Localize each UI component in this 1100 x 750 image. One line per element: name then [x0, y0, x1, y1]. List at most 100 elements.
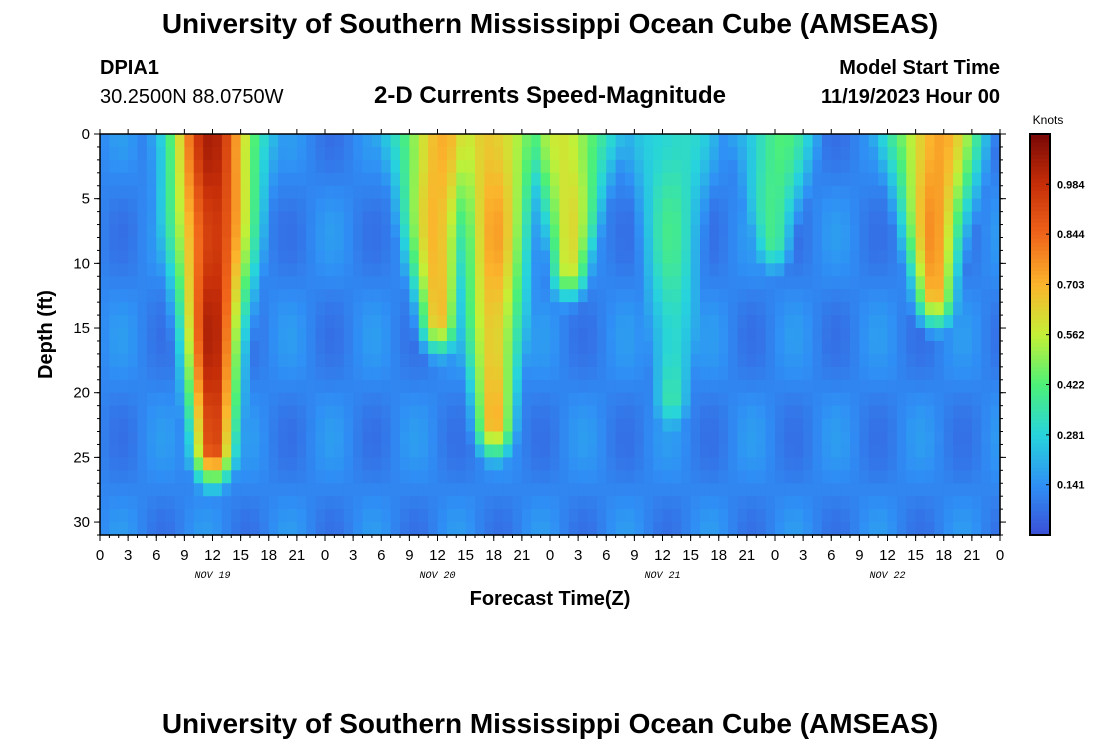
heatmap-cell — [146, 276, 157, 290]
heatmap-cell — [231, 366, 242, 381]
heatmap-cell — [118, 315, 129, 329]
heatmap-cell — [306, 250, 317, 264]
x-tick-label: 15 — [682, 547, 699, 564]
heatmap-cell — [850, 405, 860, 420]
heatmap-cell — [550, 302, 560, 316]
heatmap-cell — [746, 250, 757, 264]
heatmap-cell — [859, 431, 870, 446]
heatmap-cell — [531, 198, 542, 213]
heatmap-cell — [437, 444, 448, 458]
heatmap-cell — [306, 444, 317, 458]
heatmap-cell — [193, 509, 204, 523]
heatmap-cell — [381, 522, 392, 536]
heatmap-cell — [456, 392, 467, 407]
heatmap-cell — [503, 470, 514, 484]
heatmap-cell — [306, 134, 317, 148]
heatmap-cell — [943, 237, 954, 252]
heatmap-cell — [250, 496, 260, 510]
heatmap-cell — [821, 496, 832, 510]
heatmap-cell — [400, 392, 410, 407]
heatmap-cell — [390, 185, 401, 200]
colorbar-segment — [1030, 374, 1050, 380]
heatmap-cell — [934, 328, 945, 342]
heatmap-cell — [878, 366, 889, 381]
heatmap-cell — [587, 431, 598, 446]
heatmap-cell — [446, 405, 457, 420]
heatmap-cell — [465, 379, 476, 394]
heatmap-cell — [268, 224, 279, 239]
heatmap-cell — [625, 457, 635, 471]
heatmap-cell — [428, 418, 439, 433]
heatmap-cell — [465, 250, 476, 264]
heatmap-cell — [709, 496, 720, 510]
heatmap-cell — [784, 431, 795, 446]
heatmap-cell — [606, 483, 617, 497]
heatmap-cell — [906, 263, 917, 277]
heatmap-cell — [381, 237, 392, 252]
heatmap-cell — [925, 211, 935, 226]
heatmap-cell — [503, 159, 514, 174]
heatmap-cell — [840, 431, 851, 446]
x-tick-label: 12 — [879, 547, 896, 564]
heatmap-cell — [306, 340, 317, 355]
heatmap-cell — [362, 444, 373, 458]
colorbar-tick-label: 0.984 — [1057, 179, 1085, 191]
heatmap-cell — [409, 509, 420, 523]
heatmap-cell — [971, 379, 982, 394]
heatmap-cell — [109, 211, 120, 226]
heatmap-cell — [165, 392, 176, 407]
heatmap-cell — [775, 185, 785, 200]
heatmap-cell — [756, 509, 767, 523]
heatmap-cell — [343, 198, 354, 213]
heatmap-cell — [934, 276, 945, 290]
heatmap-cell — [681, 237, 692, 252]
heatmap-cell — [503, 431, 514, 446]
heatmap-cell — [653, 509, 664, 523]
heatmap-cell — [859, 457, 870, 471]
heatmap-cell — [765, 315, 776, 329]
heatmap-cell — [465, 237, 476, 252]
heatmap-cell — [221, 328, 232, 342]
heatmap-cell — [118, 198, 129, 213]
heatmap-cell — [821, 263, 832, 277]
colorbar-tick-label: 0.844 — [1057, 229, 1085, 241]
heatmap-cell — [428, 146, 439, 161]
heatmap-cell — [371, 431, 382, 446]
heatmap-cell — [212, 405, 223, 420]
heatmap-cell — [362, 509, 373, 523]
heatmap-cell — [821, 457, 832, 471]
heatmap-cell — [128, 211, 139, 226]
heatmap-cell — [353, 457, 364, 471]
heatmap-cell — [193, 418, 204, 433]
heatmap-cell — [812, 237, 823, 252]
heatmap-cell — [812, 211, 823, 226]
heatmap-cell — [990, 522, 1001, 536]
colorbar-tick-label: 0.422 — [1057, 380, 1085, 392]
heatmap-cell — [259, 211, 270, 226]
heatmap-cell — [100, 457, 110, 471]
heatmap-cell — [175, 315, 185, 329]
heatmap-cell — [765, 237, 776, 252]
heatmap-cell — [812, 522, 823, 536]
heatmap-cell — [981, 470, 992, 484]
heatmap-cell — [446, 379, 457, 394]
heatmap-cell — [728, 198, 739, 213]
heatmap-cell — [503, 418, 514, 433]
colorbar-segment — [1030, 266, 1050, 271]
heatmap-cell — [465, 134, 476, 148]
heatmap-cell — [128, 496, 139, 510]
heatmap-cell — [503, 392, 514, 407]
heatmap-cell — [184, 405, 195, 420]
heatmap-cell — [456, 353, 467, 368]
heatmap-cell — [653, 457, 664, 471]
heatmap-cell — [446, 470, 457, 484]
heatmap-cell — [203, 237, 214, 252]
heatmap-cell — [465, 340, 476, 355]
heatmap-cell — [878, 405, 889, 420]
heatmap-cell — [681, 134, 692, 148]
heatmap-cell — [925, 405, 935, 420]
heatmap-cell — [746, 315, 757, 329]
heatmap-cell — [981, 418, 992, 433]
heatmap-cell — [231, 211, 242, 226]
heatmap-cell — [821, 509, 832, 523]
